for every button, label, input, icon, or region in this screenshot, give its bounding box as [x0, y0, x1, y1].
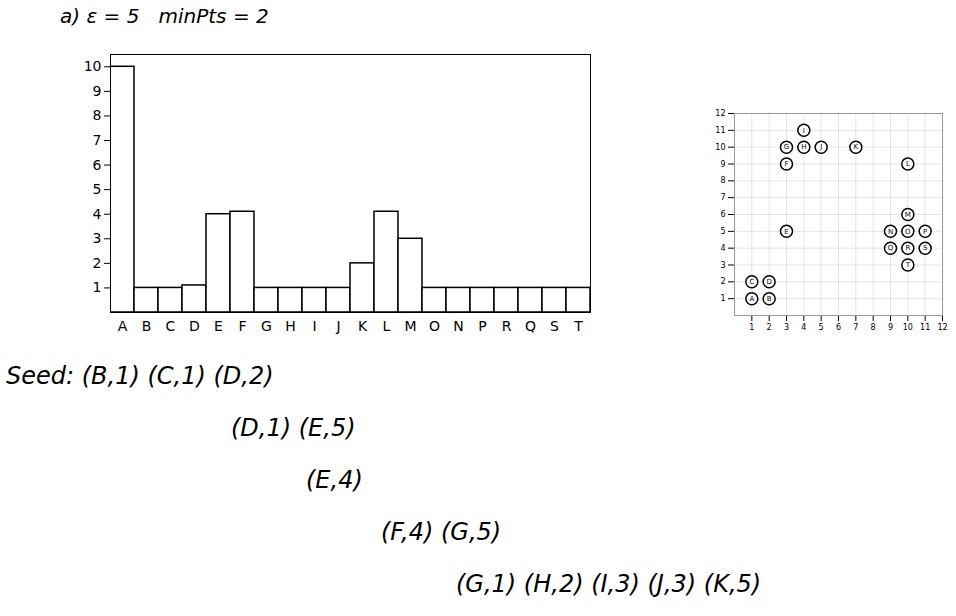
svg-text:M: M — [404, 318, 416, 334]
svg-text:9: 9 — [888, 323, 893, 332]
svg-text:Q: Q — [888, 244, 894, 252]
svg-text:5: 5 — [93, 181, 102, 197]
svg-text:R: R — [905, 244, 910, 252]
svg-text:5: 5 — [720, 227, 725, 236]
html-text:(F,4) (G,5): (F,4) (G,5) — [381, 518, 502, 546]
svg-text:L: L — [906, 160, 910, 168]
svg-text:3: 3 — [720, 261, 725, 270]
svg-text:G: G — [784, 143, 789, 151]
svg-text:N: N — [453, 318, 463, 334]
svg-text:11: 11 — [920, 323, 930, 332]
svg-text:1: 1 — [720, 294, 725, 303]
svg-text:J: J — [819, 143, 822, 151]
html-text:Seed: (B,1) (C,1) (D,2): Seed: (B,1) (C,1) (D,2) — [6, 362, 274, 390]
svg-text:7: 7 — [93, 132, 102, 148]
svg-text:S: S — [923, 244, 928, 252]
svg-text:7: 7 — [853, 323, 858, 332]
svg-text:G: G — [261, 318, 272, 334]
svg-text:7: 7 — [720, 193, 725, 202]
svg-text:N: N — [888, 228, 893, 236]
svg-text:12: 12 — [715, 109, 725, 118]
svg-text:K: K — [854, 143, 859, 151]
svg-text:1: 1 — [93, 279, 102, 295]
svg-text:D: D — [189, 318, 200, 334]
svg-text:2: 2 — [93, 255, 102, 271]
svg-text:10: 10 — [84, 58, 102, 74]
svg-text:10: 10 — [715, 143, 725, 152]
svg-text:J: J — [335, 318, 340, 334]
html-text:(G,1) (H,2) (I,3) (J,3) (K,5): (G,1) (H,2) (I,3) (J,3) (K,5) — [456, 570, 762, 598]
svg-text:T: T — [905, 261, 911, 269]
svg-text:4: 4 — [801, 323, 806, 332]
svg-text:H: H — [285, 318, 296, 334]
svg-text:P: P — [923, 228, 927, 236]
svg-text:T: T — [573, 318, 583, 334]
svg-text:3: 3 — [93, 230, 102, 246]
svg-text:6: 6 — [836, 323, 841, 332]
html-text:(E,4): (E,4) — [306, 466, 363, 494]
svg-text:Q: Q — [525, 318, 536, 334]
svg-text:I: I — [312, 318, 316, 334]
svg-text:E: E — [784, 228, 788, 236]
svg-text:2: 2 — [720, 277, 725, 286]
svg-text:O: O — [429, 318, 440, 334]
svg-text:A: A — [118, 318, 128, 334]
svg-text:4: 4 — [720, 244, 725, 253]
svg-text:D: D — [766, 278, 771, 286]
svg-text:E: E — [214, 318, 223, 334]
svg-text:K: K — [358, 318, 368, 334]
svg-text:L: L — [383, 318, 391, 334]
html-text:(D,1) (E,5): (D,1) (E,5) — [231, 414, 356, 442]
svg-text:5: 5 — [819, 323, 824, 332]
svg-text:F: F — [784, 160, 788, 168]
svg-text:I: I — [803, 127, 805, 135]
svg-text:4: 4 — [93, 206, 102, 222]
svg-text:2: 2 — [767, 323, 772, 332]
svg-text:A: A — [749, 295, 754, 303]
svg-text:B: B — [767, 295, 772, 303]
svg-text:1: 1 — [749, 323, 754, 332]
svg-text:3: 3 — [784, 323, 789, 332]
svg-text:B: B — [142, 318, 152, 334]
svg-text:9: 9 — [720, 160, 725, 169]
svg-text:M: M — [905, 211, 911, 219]
svg-text:8: 8 — [93, 107, 102, 123]
svg-text:O: O — [905, 228, 911, 236]
svg-text:6: 6 — [93, 157, 102, 173]
svg-text:11: 11 — [715, 126, 725, 135]
svg-text:P: P — [478, 318, 486, 334]
svg-text:S: S — [550, 318, 559, 334]
svg-text:12: 12 — [937, 323, 947, 332]
svg-text:H: H — [801, 143, 806, 151]
svg-text:F: F — [238, 318, 246, 334]
svg-text:C: C — [166, 318, 176, 334]
svg-text:8: 8 — [720, 176, 725, 185]
svg-text:10: 10 — [903, 323, 913, 332]
html-text:a) ε = 5 minPts = 2: a) ε = 5 minPts = 2 — [60, 4, 269, 28]
svg-text:C: C — [749, 278, 754, 286]
svg-text:6: 6 — [720, 210, 725, 219]
svg-text:R: R — [502, 318, 512, 334]
svg-text:8: 8 — [871, 323, 876, 332]
svg-text:9: 9 — [93, 83, 102, 99]
